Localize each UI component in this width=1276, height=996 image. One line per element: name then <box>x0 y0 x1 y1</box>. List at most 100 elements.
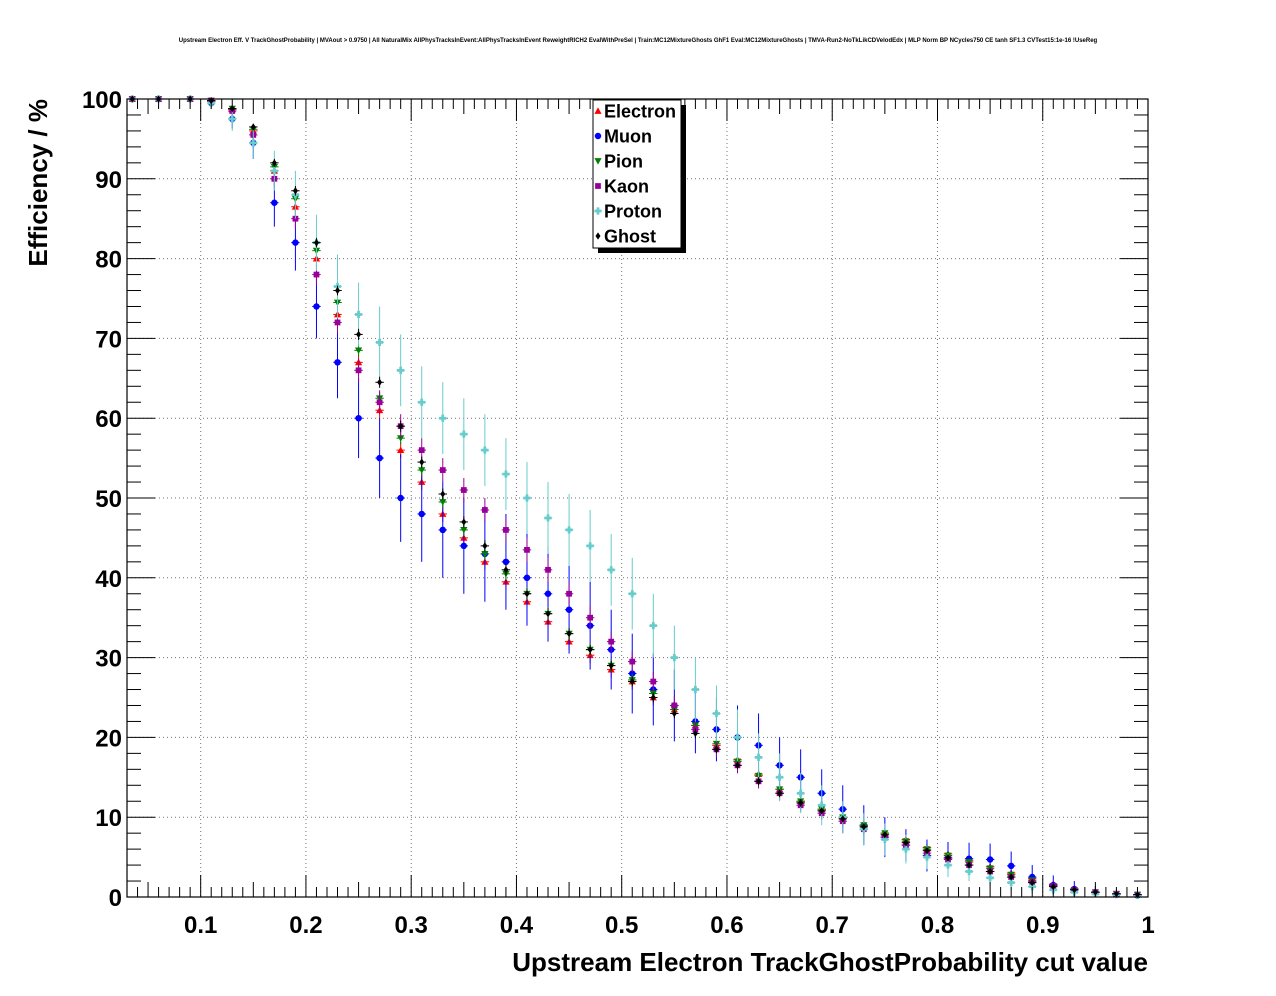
data-point <box>565 606 573 613</box>
data-point <box>671 709 677 718</box>
data-point <box>691 685 699 694</box>
y-tick-label: 70 <box>95 326 122 353</box>
legend-label-electron: Electron <box>604 102 676 122</box>
data-point <box>397 494 404 502</box>
y-tick-label: 10 <box>95 805 122 832</box>
x-tick-label: 0.9 <box>1026 912 1059 939</box>
data-point <box>418 467 426 474</box>
data-point <box>313 271 320 278</box>
data-point <box>587 646 593 654</box>
data-point <box>524 546 530 553</box>
data-point <box>376 399 383 406</box>
data-point <box>733 733 742 741</box>
data-point <box>1007 862 1015 870</box>
data-point <box>608 661 614 670</box>
data-point <box>354 310 363 319</box>
data-point <box>440 490 446 498</box>
data-point <box>945 854 951 862</box>
data-point <box>713 745 719 753</box>
data-point <box>397 435 405 442</box>
data-point <box>1008 873 1014 881</box>
data-point <box>461 518 467 526</box>
data-point <box>1050 883 1056 891</box>
data-point <box>460 487 467 493</box>
y-tick-label: 40 <box>95 566 122 593</box>
data-point <box>524 590 530 598</box>
data-point <box>966 861 972 869</box>
data-point <box>544 514 552 522</box>
data-point <box>545 610 551 618</box>
legend-marker-proton <box>594 207 602 215</box>
data-point <box>903 839 909 847</box>
data-point <box>419 458 425 466</box>
x-tick-label: 0.5 <box>605 912 638 939</box>
legend-marker-ghost <box>595 232 601 240</box>
data-point <box>608 638 615 645</box>
data-point <box>840 815 846 823</box>
data-point <box>586 542 594 550</box>
legend: Electron Muon Pion Kaon Proton Ghost <box>592 99 686 253</box>
x-tick-label: 0.1 <box>184 912 217 939</box>
data-point <box>482 542 488 550</box>
data-point <box>607 566 615 574</box>
data-point <box>502 470 510 478</box>
data-point <box>565 526 573 534</box>
data-point <box>292 239 299 246</box>
x-axis-label: Upstream Electron TrackGhostProbability … <box>512 947 1148 977</box>
data-point <box>629 658 636 665</box>
data-point <box>418 510 425 518</box>
data-point <box>418 447 425 453</box>
data-point <box>1028 883 1036 891</box>
data-point <box>503 527 509 533</box>
legend-marker-electron <box>594 107 602 114</box>
data-point <box>397 446 405 453</box>
data-point <box>987 867 993 876</box>
data-point <box>566 590 572 597</box>
data-point <box>334 286 341 295</box>
data-point <box>798 799 804 807</box>
data-point <box>881 835 889 844</box>
data-point <box>523 574 531 582</box>
data-point <box>671 702 678 709</box>
data-point <box>334 359 341 366</box>
data-point <box>628 590 636 598</box>
data-point <box>250 123 256 131</box>
data-point <box>503 566 509 574</box>
data-point <box>376 338 384 346</box>
data-point <box>313 303 320 310</box>
x-tick-label: 0.8 <box>921 912 954 939</box>
data-point <box>355 367 362 374</box>
data-point <box>439 526 447 534</box>
legend-label-pion: Pion <box>604 152 643 172</box>
x-tick-label: 0.6 <box>710 912 743 939</box>
x-tick-label: 0.4 <box>500 912 534 939</box>
data-point <box>566 630 572 638</box>
data-point <box>270 167 278 175</box>
data-point <box>376 454 383 462</box>
legend-marker-pion <box>594 158 602 165</box>
x-tick-labels: 0.1 0.2 0.3 0.4 0.5 0.6 0.7 0.8 0.9 1 <box>184 912 1155 939</box>
data-point <box>355 414 362 422</box>
data-point <box>924 847 930 855</box>
data-point <box>292 215 299 222</box>
data-point <box>712 709 721 718</box>
data-point <box>418 398 426 406</box>
axis-ticks <box>126 98 1149 898</box>
data-point <box>861 823 867 831</box>
data-point <box>460 430 468 438</box>
data-point <box>650 678 657 685</box>
data-point <box>334 319 341 326</box>
data-point <box>944 861 952 869</box>
data-point <box>439 467 446 473</box>
y-tick-label: 100 <box>82 87 122 114</box>
data-point <box>629 677 635 686</box>
data-point <box>523 494 531 502</box>
data-point <box>545 566 551 573</box>
y-tick-label: 20 <box>95 725 122 752</box>
y-tick-label: 0 <box>109 885 122 912</box>
x-tick-label: 0.2 <box>289 912 322 939</box>
data-point <box>544 590 552 597</box>
y-tick-label: 80 <box>95 247 122 274</box>
data-point <box>882 831 888 839</box>
data-point <box>481 550 489 558</box>
